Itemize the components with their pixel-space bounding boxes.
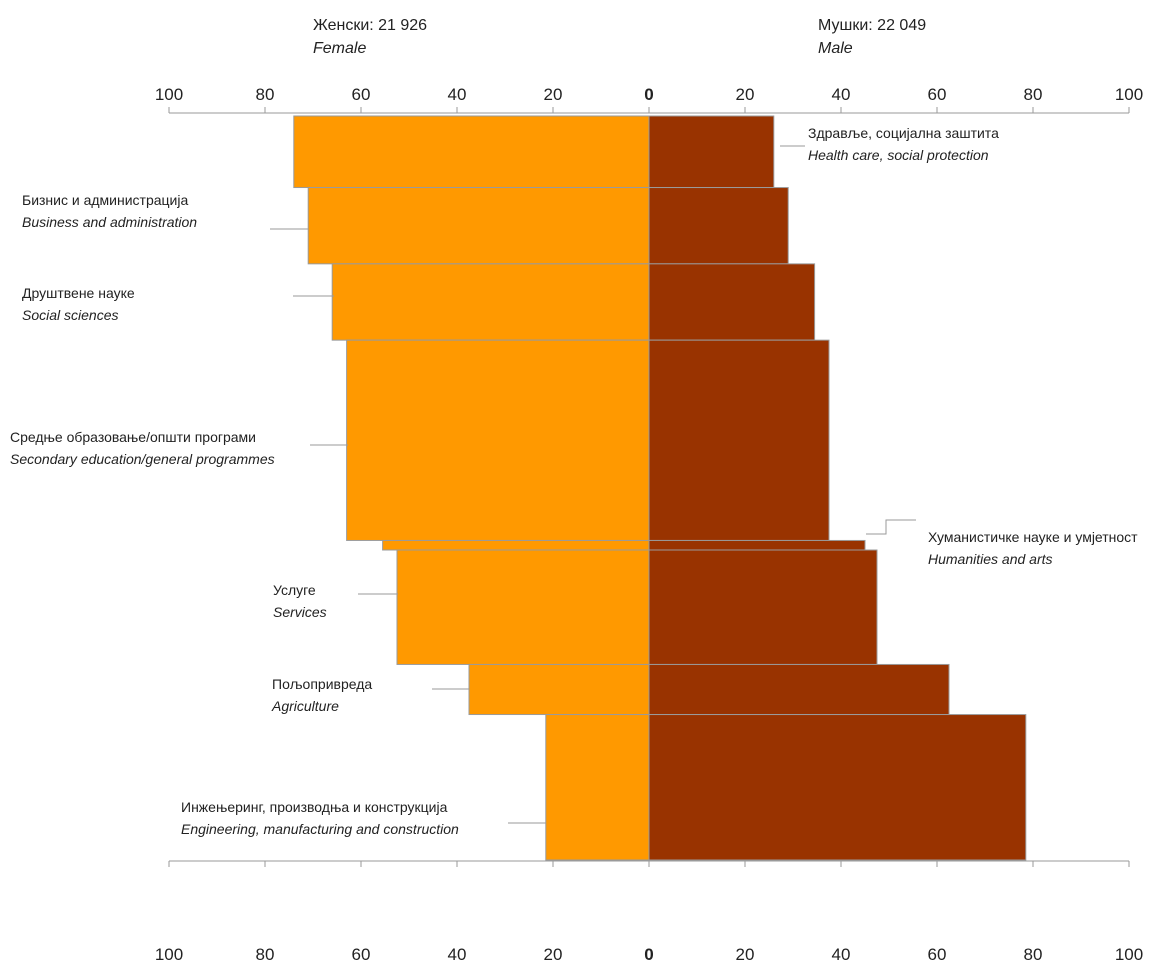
male-bar bbox=[648, 187, 789, 265]
male-bar bbox=[648, 714, 1027, 861]
female-bar bbox=[396, 549, 650, 665]
x-tick-label-bottom: 20 bbox=[544, 945, 563, 964]
x-tick-label-top: 40 bbox=[448, 85, 467, 104]
x-tick-label-bottom: 60 bbox=[928, 945, 947, 964]
category-label-en: Business and administration bbox=[22, 214, 197, 230]
x-tick-label-top: 60 bbox=[928, 85, 947, 104]
x-tick-label-bottom: 20 bbox=[736, 945, 755, 964]
female-label-en: Female bbox=[313, 40, 366, 57]
chart-header: Женски: 21 926 Female Мушки: 22 049 Male bbox=[313, 17, 926, 57]
x-tick-label-bottom: 100 bbox=[1115, 945, 1143, 964]
category-label: Хуманистичке науке и умјетност bbox=[928, 529, 1138, 545]
chart-axes: 100 80 60 40 20 0 20 40 60 80 100 100 80 60 40 20 0 20 40 6… bbox=[155, 85, 1143, 964]
chart-bars bbox=[293, 115, 1027, 861]
male-total-label: Мушки: 22 049 bbox=[818, 17, 926, 34]
female-bar bbox=[346, 339, 650, 541]
x-tick-label-top: 20 bbox=[544, 85, 563, 104]
female-bar bbox=[382, 539, 650, 551]
category-label: Пољопривреда bbox=[272, 676, 372, 692]
category-label-en: Social sciences bbox=[22, 307, 119, 323]
category-label-en: Engineering, manufacturing and construct… bbox=[181, 821, 459, 837]
x-tick-label-top: 60 bbox=[352, 85, 371, 104]
male-bar bbox=[648, 539, 866, 551]
male-bar bbox=[648, 549, 878, 665]
male-bar bbox=[648, 263, 816, 341]
x-tick-label-bottom: 100 bbox=[155, 945, 183, 964]
x-tick-label-bottom: 60 bbox=[352, 945, 371, 964]
male-bar bbox=[648, 339, 830, 541]
x-tick-label-top: 20 bbox=[736, 85, 755, 104]
female-bar bbox=[545, 714, 650, 861]
category-labels: Здравље, социјална заштита Health care, s… bbox=[10, 125, 1138, 837]
category-label-en: Secondary education/general programmes bbox=[10, 451, 275, 467]
category-label: Инжењеринг, производња и конструкција bbox=[181, 799, 448, 815]
female-bar bbox=[331, 263, 650, 341]
female-total-label: Женски: 21 926 bbox=[313, 17, 427, 34]
male-label-en: Male bbox=[818, 40, 853, 57]
category-label: Бизнис и администрација bbox=[22, 192, 188, 208]
x-tick-label-top: 80 bbox=[256, 85, 275, 104]
category-label-en: Services bbox=[273, 604, 327, 620]
female-bar bbox=[468, 663, 650, 716]
category-label-en: Health care, social protection bbox=[808, 147, 989, 163]
category-label: Друштвене науке bbox=[22, 285, 135, 301]
x-tick-label-bottom: 0 bbox=[644, 945, 653, 964]
category-label: Услуге bbox=[273, 582, 316, 598]
x-tick-label-top: 100 bbox=[1115, 85, 1143, 104]
male-bar bbox=[648, 663, 950, 716]
category-label-en: Agriculture bbox=[271, 698, 339, 714]
x-tick-label-bottom: 40 bbox=[448, 945, 467, 964]
category-label: Средње образовање/општи програми bbox=[10, 429, 256, 445]
x-tick-label-bottom: 40 bbox=[832, 945, 851, 964]
category-label-en: Humanities and arts bbox=[928, 551, 1053, 567]
x-tick-label-bottom: 80 bbox=[256, 945, 275, 964]
category-leader-line bbox=[866, 519, 916, 535]
x-tick-label-top: 100 bbox=[155, 85, 183, 104]
x-tick-label-top: 0 bbox=[644, 85, 653, 104]
x-tick-label-bottom: 80 bbox=[1024, 945, 1043, 964]
female-bar bbox=[307, 187, 650, 265]
category-label: Здравље, социјална заштита bbox=[808, 125, 999, 141]
x-tick-label-top: 40 bbox=[832, 85, 851, 104]
male-bar bbox=[648, 115, 775, 189]
female-bar bbox=[293, 115, 650, 189]
x-tick-label-top: 80 bbox=[1024, 85, 1043, 104]
